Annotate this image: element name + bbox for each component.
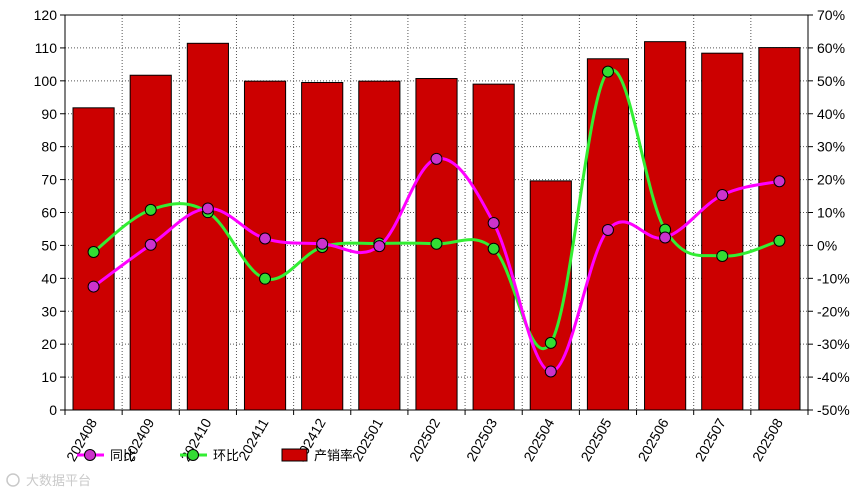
legend-mom-label: 环比 [213, 449, 239, 464]
y-left-tick-label: 30 [41, 303, 57, 319]
mom-point [87, 246, 100, 258]
legend-item-bar: 产销率 [281, 448, 353, 464]
yoy-point [430, 152, 443, 165]
mom-point [544, 336, 557, 349]
yoy-point [659, 231, 672, 244]
yoy-point [373, 240, 386, 253]
legend-bar-label: 产销率 [314, 448, 353, 464]
y-right-tick-label: 20% [817, 172, 845, 188]
x-tick-label: 202503 [463, 415, 500, 464]
y-left-tick-label: 120 [34, 7, 58, 23]
y-right-tick-label: 50% [817, 73, 845, 89]
yoy-point [716, 189, 729, 202]
legend-bar-swatch [281, 448, 308, 462]
x-tick-label: 202504 [520, 415, 557, 464]
x-tick-label: 202502 [406, 415, 443, 464]
y-right-tick-label: -40% [817, 369, 850, 385]
y-right-tick-label: 10% [817, 205, 845, 221]
y-left-tick-label: 10 [41, 369, 57, 385]
watermark-logo [6, 473, 20, 487]
y-right-tick-label: 40% [817, 106, 845, 122]
x-tick-label: 202508 [749, 415, 786, 464]
mom-point [259, 272, 272, 285]
legend-item-yoy: 同比 [77, 449, 136, 464]
yoy-point [773, 175, 786, 188]
y-left-tick-label: 20 [41, 336, 57, 352]
y-right-tick-label: -10% [817, 270, 850, 286]
yoy-point [487, 217, 500, 230]
bar [701, 52, 744, 411]
y-left-tick-label: 110 [35, 40, 58, 56]
y-left-tick-label: 90 [41, 106, 57, 122]
y-left-tick-label: 80 [41, 139, 57, 155]
x-tick-label: 202505 [577, 415, 614, 464]
y-right-tick-label: 70% [817, 7, 845, 23]
watermark-text: 大数据平台 [26, 474, 91, 489]
y-right-tick-label: 0% [817, 237, 837, 253]
mom-point [487, 242, 500, 255]
line-series [87, 65, 786, 378]
x-tick-label: 202501 [349, 415, 386, 464]
mom-point [601, 65, 614, 78]
mom-point [144, 203, 157, 216]
yoy-point [259, 232, 272, 245]
y-right-tick-label: 30% [817, 139, 845, 155]
y-right-tick-label: -30% [817, 336, 850, 352]
bar [72, 107, 115, 411]
yoy-point [87, 280, 100, 293]
x-tick-label: 202506 [634, 415, 671, 464]
watermark: 大数据平台 [6, 473, 91, 489]
x-tick-label: 202507 [692, 415, 729, 464]
yoy-point [601, 223, 614, 236]
mom-point [716, 249, 729, 262]
yoy-line [92, 157, 780, 373]
bar [243, 80, 287, 411]
y-left-tick-label: 50 [41, 237, 57, 253]
bar [758, 47, 801, 411]
y-right-tick-label: 60% [817, 40, 845, 56]
y-left-tick-label: 100 [34, 73, 58, 89]
yoy-point [544, 365, 557, 378]
y-right-tick-label: -50% [817, 402, 850, 418]
y-left-tick-label: 60 [41, 205, 57, 221]
y-right-tick-label: -20% [817, 303, 850, 319]
legend-mom-marker [187, 449, 199, 461]
yoy-point [316, 237, 329, 250]
yoy-point [144, 238, 157, 251]
y-left-tick-label: 0 [49, 402, 57, 418]
legend-item-mom: 环比 [180, 449, 239, 464]
yoy-point [201, 202, 214, 215]
x-tick-label: 202411 [235, 415, 272, 463]
legend-yoy-label: 同比 [110, 449, 136, 464]
mom-point [773, 234, 786, 247]
bar-series [72, 41, 801, 411]
y-left-tick-label: 70 [41, 172, 57, 188]
mom-point [430, 237, 443, 250]
legend: 同比 环比 产销率 [77, 448, 353, 464]
legend-yoy-marker [84, 449, 96, 461]
y-left-tick-label: 40 [41, 270, 57, 286]
